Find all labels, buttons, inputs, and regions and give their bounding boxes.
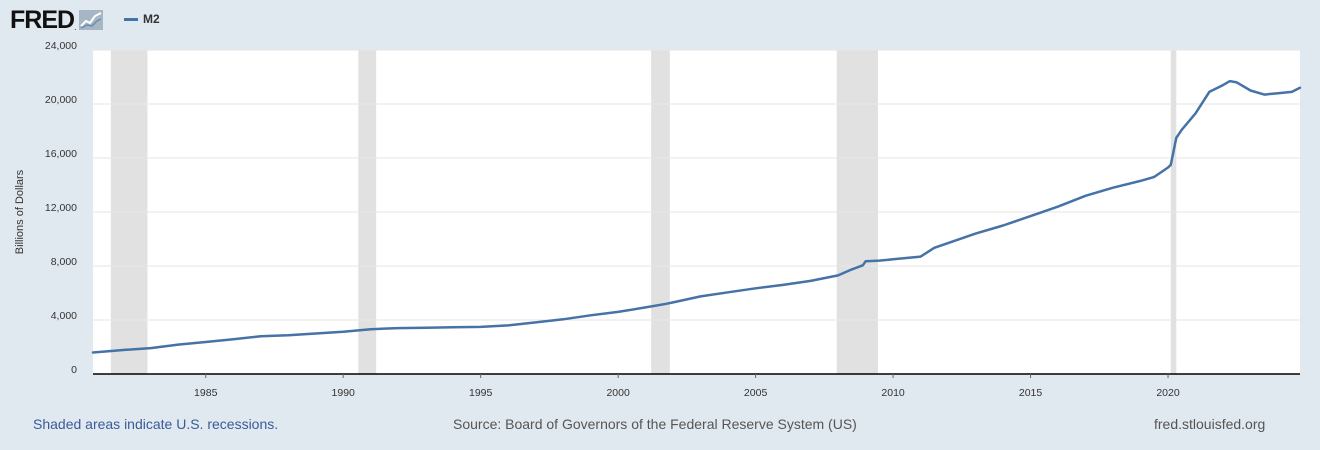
x-tick-label: 2015 bbox=[1019, 387, 1043, 399]
y-tick-label: 20,000 bbox=[45, 94, 77, 106]
fred-logo-text: FRED bbox=[10, 6, 75, 34]
y-tick-label: 8,000 bbox=[51, 256, 77, 268]
fred-logo-chart-icon bbox=[79, 10, 104, 30]
series-line-m2 bbox=[91, 79, 1302, 354]
fred-logo[interactable]: FRED . bbox=[10, 6, 104, 34]
y-tick-label: 4,000 bbox=[51, 310, 77, 322]
x-tick-label: 2010 bbox=[881, 387, 905, 399]
x-tick-label: 1995 bbox=[469, 387, 493, 399]
legend-swatch bbox=[124, 17, 138, 21]
x-tick-label: 2000 bbox=[606, 387, 630, 399]
y-tick-label: 16,000 bbox=[45, 148, 77, 160]
fred-logo-dot: . bbox=[74, 23, 77, 32]
legend: M2 bbox=[124, 12, 160, 26]
y-tick-label: 0 bbox=[71, 364, 77, 376]
x-tick-label: 1985 bbox=[194, 387, 218, 399]
m2-line-chart: 0 4,000 8,000 12,000 16,000 20,000 24,000 1985 1… bbox=[14, 40, 1302, 399]
source-note: Source: Board of Governors of the Federa… bbox=[453, 416, 857, 432]
site-link[interactable]: fred.stlouisfed.org bbox=[1154, 416, 1266, 432]
x-tick-label: 2005 bbox=[744, 387, 768, 399]
y-tick-label: 24,000 bbox=[45, 40, 77, 52]
legend-label: M2 bbox=[143, 12, 160, 26]
y-tick-label: 12,000 bbox=[45, 202, 77, 214]
x-tick-label: 1990 bbox=[332, 387, 356, 399]
x-tick-label: 2020 bbox=[1156, 387, 1180, 399]
recession-note[interactable]: Shaded areas indicate U.S. recessions. bbox=[33, 416, 279, 432]
y-axis-label: Billions of Dollars bbox=[14, 169, 26, 254]
